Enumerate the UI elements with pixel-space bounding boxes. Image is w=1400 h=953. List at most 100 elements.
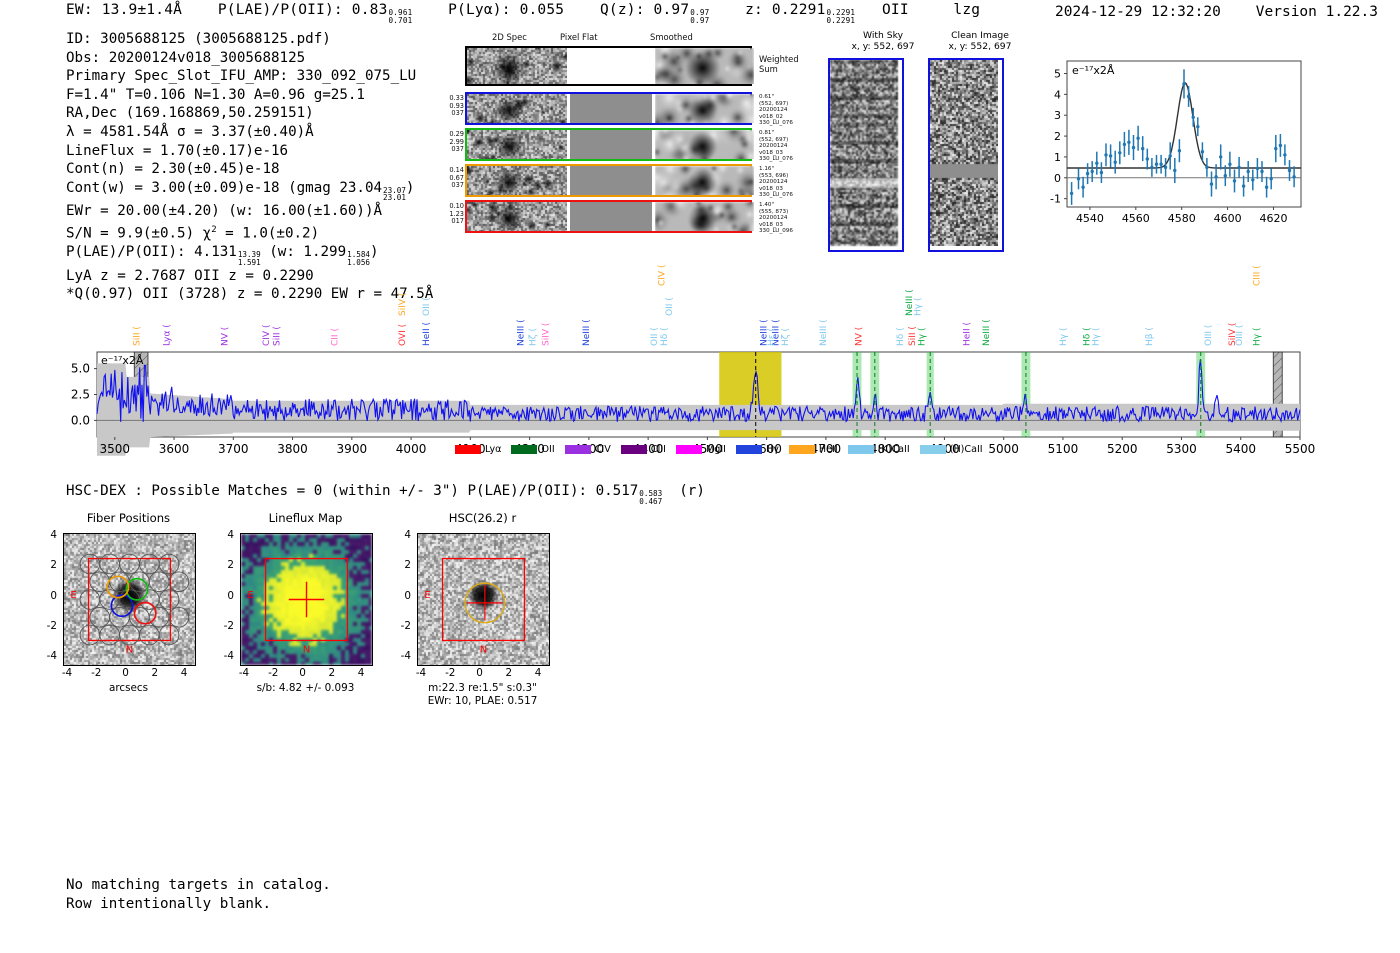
svg-text:CIV (: CIV ( — [658, 265, 668, 286]
legend-swatch — [788, 445, 815, 454]
legend-swatch — [919, 445, 946, 454]
spec2d-smoothed-cell — [655, 130, 754, 159]
svg-text:N: N — [303, 645, 310, 656]
detection-info-block: ID: 3005688125 (3005688125.pdf) Obs: 202… — [66, 30, 433, 304]
header-qz-range: 0.97 0.97 — [690, 8, 710, 25]
panel-y-tick: 2 — [404, 559, 411, 572]
spec2d-row: 0.10 1.23 017 1.40" (555, 873) 20200124 v018_0… — [449, 200, 793, 234]
panel-y-tick: -2 — [46, 619, 57, 632]
svg-text:OII (: OII ( — [650, 327, 660, 346]
spec2d-row-left-values: 0.14 0.67 037 — [449, 166, 464, 190]
legend-swatch — [455, 445, 481, 454]
legend-item: MgII — [675, 444, 726, 455]
weighted-sum-label: Weighted Sum — [759, 54, 799, 74]
header-plae-range: 0.961 0.701 — [388, 8, 413, 25]
svg-text:Hε (: Hε ( — [767, 328, 777, 346]
legend-item: HeII — [788, 444, 838, 455]
header-plae-label: P(LAE)/P(OII): 0.83 — [217, 2, 388, 18]
svg-text:3: 3 — [1054, 109, 1061, 122]
legend-item: Hγ — [736, 444, 779, 455]
svg-text:4700: 4700 — [811, 442, 842, 456]
svg-text:NeIII (: NeIII ( — [905, 289, 915, 316]
svg-text:4: 4 — [1054, 88, 1061, 101]
info-primary-spec: Primary Spec_Slot_IFU_AMP: 330_092_075_L… — [66, 68, 417, 85]
legend-item: (K)CaII — [847, 444, 910, 455]
panel-x-label: arcsecs — [108, 682, 149, 694]
panel-y-tick: 2 — [50, 559, 57, 572]
panel-x-tick: 2 — [328, 667, 336, 679]
info-redshifts: LyA z = 2.7687 OII z = 0.2290 — [66, 267, 314, 284]
legend-label: OII — [541, 444, 555, 455]
svg-text:Hγ (: Hγ ( — [1092, 328, 1102, 346]
legend-label: CIII — [650, 444, 666, 455]
spec2d-2dspec-cell — [467, 94, 567, 123]
legend-item: (H)CaII — [919, 444, 983, 455]
legend-label: (K)CaII — [877, 444, 910, 455]
panel-y-tick: 0 — [404, 589, 411, 602]
spec2d-row-right-values: 1.16" (553, 696) 20200124 v018_03 330_LU_076 — [759, 166, 793, 199]
panel-x-tick: 4 — [534, 667, 542, 679]
withsky-title: With Sky x, y: 552, 697 — [851, 30, 915, 52]
spec2d-smoothed-cell — [655, 166, 754, 195]
svg-text:5000: 5000 — [988, 442, 1019, 456]
panel-x-tick: 4 — [357, 667, 365, 679]
svg-text:-1: -1 — [1050, 193, 1061, 206]
legend-swatch — [847, 445, 874, 454]
timestamp: 2024-12-29 12:32:20 — [1054, 4, 1221, 20]
spec2d-smoothed-cell — [655, 94, 754, 123]
panel-x-tick: -4 — [238, 667, 250, 679]
svg-text:HeII (: HeII ( — [962, 322, 972, 346]
svg-text:OIII (: OIII ( — [1204, 325, 1214, 346]
svg-text:5300: 5300 — [1166, 442, 1197, 456]
svg-text:Lyα (: Lyα ( — [162, 324, 172, 346]
footer-note: No matching targets in catalog. Row inte… — [66, 876, 331, 914]
svg-text:2: 2 — [1054, 130, 1061, 143]
col-header-2dspec: 2D Spec — [492, 32, 527, 42]
svg-text:NeIII (: NeIII ( — [772, 319, 782, 346]
legend-swatch — [620, 445, 647, 454]
panel-caption: m:22.3 re:1.5" s:0.3" EWr: 10, PLAE: 0.51… — [427, 682, 538, 707]
panel-x-tick: 0 — [122, 667, 129, 679]
svg-text:SiIV (: SiIV ( — [542, 323, 552, 346]
svg-text:CIV (: CIV ( — [262, 325, 272, 346]
svg-text:OIII (: OIII ( — [1235, 325, 1245, 346]
col-header-pixelflat: Pixel Flat — [560, 32, 598, 42]
legend-label: HeII — [818, 444, 838, 455]
svg-text:5400: 5400 — [1225, 442, 1256, 456]
panel-x-tick: -2 — [268, 667, 279, 679]
col-header-smoothed: Smoothed — [650, 32, 693, 42]
legend-item: CIII — [620, 444, 666, 455]
legend-item: CIV — [564, 444, 611, 455]
svg-text:NV (: NV ( — [854, 327, 864, 346]
svg-text:Hβ (: Hβ ( — [1145, 327, 1155, 346]
svg-text:5.0: 5.0 — [71, 362, 90, 376]
svg-text:2.5: 2.5 — [71, 388, 90, 402]
svg-text:3600: 3600 — [159, 442, 190, 456]
svg-text:Hγ (: Hγ ( — [914, 298, 924, 316]
svg-text:N: N — [480, 645, 487, 656]
header-z-range: 0.2291 0.2291 — [826, 8, 856, 25]
panel-y-tick: -4 — [223, 650, 234, 662]
legend-swatch — [564, 445, 591, 454]
legend-item: Lyα — [455, 444, 501, 455]
panel-caption: s/b: 4.82 +/- 0.093 — [256, 682, 355, 694]
svg-text:4580: 4580 — [1168, 212, 1196, 225]
cleanimage-title: Clean Image x, y: 552, 697 — [948, 30, 1012, 52]
svg-text:0: 0 — [1054, 172, 1061, 185]
spec2d-row-left-values: 0.29 2.99 037 — [449, 130, 464, 154]
legend-label: Lyα — [485, 444, 502, 455]
svg-text:3700: 3700 — [218, 442, 249, 456]
svg-text:N: N — [126, 645, 133, 656]
header-plya: P(Lyα): 0.055 — [448, 2, 565, 18]
info-ewr: EWr = 20.00(±4.20) (w: 16.00(±1.60))Å — [66, 203, 383, 220]
svg-text:4000: 4000 — [396, 442, 427, 456]
info-lineflux: LineFlux = 1.70(±0.17)e-16 — [66, 142, 289, 159]
svg-text:SiIV (: SiIV ( — [1228, 323, 1238, 346]
info-lambda-sigma: λ = 4581.54Å σ = 3.37(±0.40)Å — [66, 123, 314, 140]
timestamp-version: 2024-12-29 12:32:20 Version 1.22.3 — [1055, 4, 1378, 20]
spec2d-row: 0.29 2.99 037 0.81" (552, 697) 20200124 v018_0… — [449, 128, 793, 162]
svg-text:3800: 3800 — [277, 442, 308, 456]
svg-text:5500: 5500 — [1285, 442, 1316, 456]
